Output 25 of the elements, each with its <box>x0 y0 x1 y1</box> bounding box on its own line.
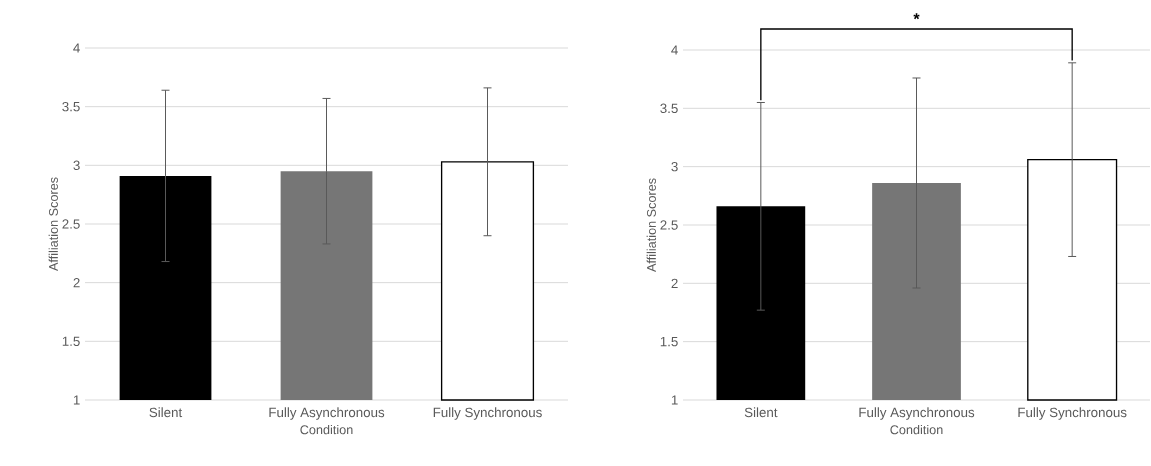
x-axis-title: Condition <box>890 424 943 435</box>
y-tick-label: 1 <box>671 395 678 405</box>
x-tick-label: Fully Synchronous <box>1018 407 1127 420</box>
y-axis-title: Affiliation Scores <box>646 178 656 273</box>
text: * <box>913 13 920 20</box>
y-tick-label: 3.5 <box>62 101 80 112</box>
y-tick-label: 2.5 <box>62 219 80 229</box>
y-tick-label: 4 <box>73 43 80 53</box>
y-tick-label: 1.5 <box>660 336 678 347</box>
x-tick-label: Silent <box>744 407 778 418</box>
y-tick-label: 2 <box>671 278 678 288</box>
y-tick-label: 4 <box>671 45 678 55</box>
y-tick-label: 3 <box>671 161 678 172</box>
y-tick-label: 1.5 <box>62 336 80 346</box>
y-axis-title: Affiliation Scores <box>48 177 58 272</box>
x-tick-label: Fully Synchronous <box>433 407 542 420</box>
y-tick-label: 2 <box>73 278 80 288</box>
x-tick-label: Fully Asynchronous <box>269 407 385 420</box>
x-tick-label: Silent <box>149 407 183 418</box>
x-tick-label: Fully Asynchronous <box>859 407 975 420</box>
y-tick-label: 1 <box>73 395 80 405</box>
y-tick-label: 2.5 <box>660 220 678 230</box>
y-tick-label: 3.5 <box>660 103 678 114</box>
y-tick-label: 3 <box>73 160 80 171</box>
x-axis-title: Condition <box>300 424 353 435</box>
